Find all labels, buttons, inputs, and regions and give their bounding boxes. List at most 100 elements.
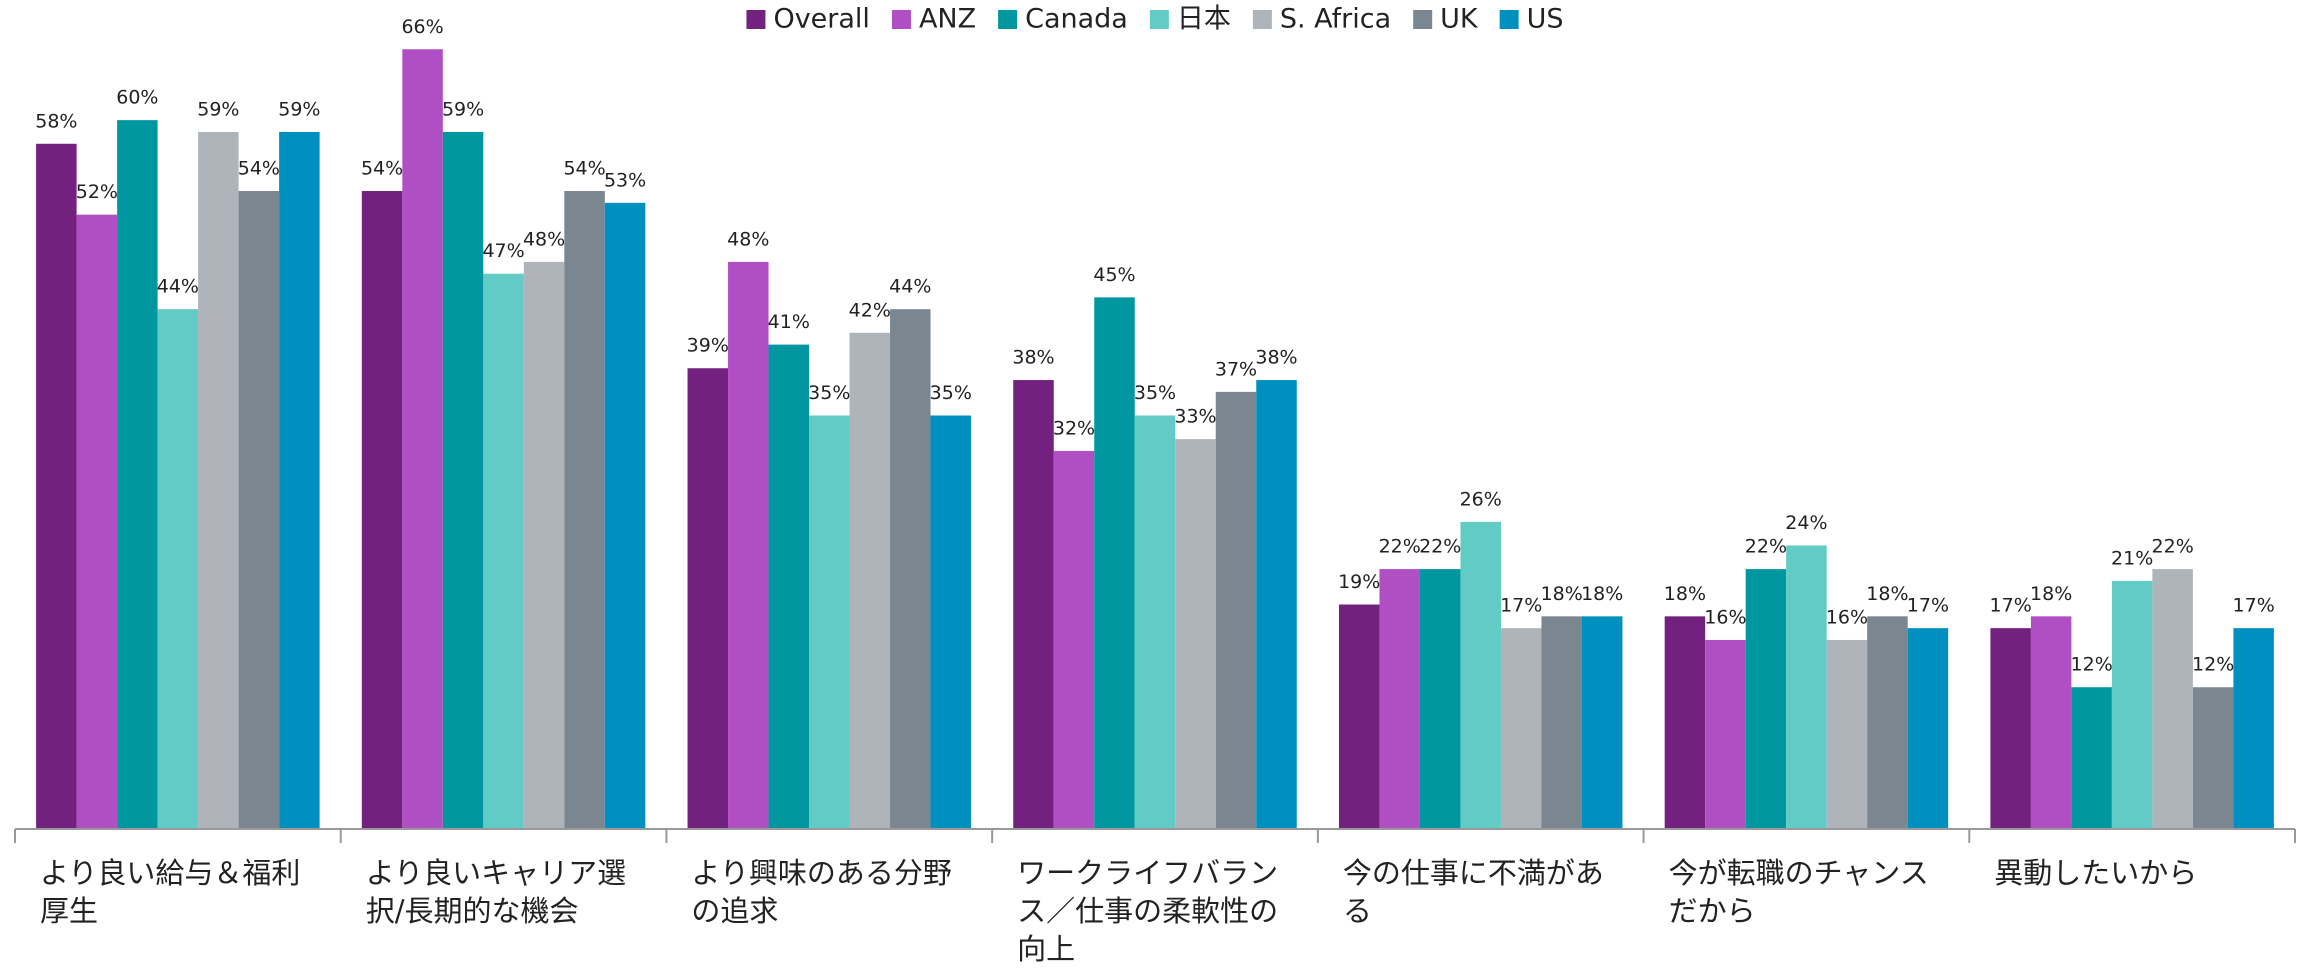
value-label: 18% bbox=[1581, 583, 1623, 605]
value-label: 22% bbox=[1419, 536, 1461, 558]
bar bbox=[2233, 628, 2274, 829]
value-label: 48% bbox=[727, 228, 769, 250]
value-label: 54% bbox=[563, 158, 605, 180]
bar bbox=[604, 202, 646, 830]
x-tick-label: より良いキャリア選択/長期的な機会 bbox=[365, 856, 627, 928]
legend-label: US bbox=[1527, 4, 1564, 35]
bar bbox=[930, 415, 972, 829]
bar bbox=[1134, 415, 1176, 829]
bar bbox=[1990, 628, 2031, 829]
value-label: 17% bbox=[1907, 595, 1949, 617]
bar bbox=[1094, 297, 1135, 829]
bar bbox=[361, 191, 403, 829]
value-label: 18% bbox=[1541, 583, 1583, 605]
value-label: 17% bbox=[1990, 595, 2032, 617]
value-label: 18% bbox=[1664, 583, 1706, 605]
bar bbox=[279, 131, 320, 829]
value-label: 37% bbox=[1215, 358, 1257, 380]
x-tick-label: より良い給与＆福利厚生 bbox=[40, 856, 301, 928]
value-label: 60% bbox=[116, 87, 158, 109]
value-label: 32% bbox=[1053, 417, 1095, 439]
value-label: 33% bbox=[1174, 406, 1216, 428]
bar bbox=[198, 131, 239, 829]
value-label: 24% bbox=[1785, 512, 1827, 534]
legend-label: Overall bbox=[773, 4, 870, 35]
bar bbox=[1460, 521, 1501, 829]
bar bbox=[1419, 569, 1461, 829]
value-label: 26% bbox=[1460, 488, 1502, 510]
bar bbox=[1215, 391, 1257, 829]
value-label: 44% bbox=[889, 276, 931, 298]
bar bbox=[768, 344, 810, 829]
bar bbox=[1379, 569, 1420, 829]
value-label: 44% bbox=[157, 276, 199, 298]
legend-swatch bbox=[1149, 10, 1169, 29]
bar bbox=[1338, 604, 1380, 829]
value-label: 58% bbox=[35, 110, 77, 132]
bar bbox=[117, 120, 158, 829]
legend-label: UK bbox=[1440, 4, 1479, 35]
legend-swatch bbox=[1499, 10, 1519, 29]
legend-swatch bbox=[1252, 10, 1272, 29]
bar bbox=[1053, 450, 1095, 829]
x-tick-label: より興味のある分野の追求 bbox=[691, 856, 952, 928]
bar bbox=[238, 191, 280, 829]
bar bbox=[2030, 616, 2072, 829]
bar bbox=[1581, 616, 1623, 829]
bar bbox=[1013, 380, 1054, 829]
x-tick-label: 今が転職のチャンスだから bbox=[1668, 856, 1929, 928]
value-label: 59% bbox=[442, 98, 484, 120]
legend-swatch bbox=[998, 10, 1018, 29]
value-label: 22% bbox=[1745, 536, 1787, 558]
bar bbox=[483, 273, 524, 829]
legend-swatch bbox=[1413, 10, 1433, 29]
bar bbox=[890, 309, 931, 830]
value-label: 21% bbox=[2111, 547, 2153, 569]
value-label: 54% bbox=[238, 158, 280, 180]
bar bbox=[76, 214, 118, 829]
x-tick-label: 今の仕事に不満がある bbox=[1342, 856, 1604, 928]
value-label: 18% bbox=[1866, 583, 1908, 605]
legend-swatch bbox=[746, 10, 766, 29]
bar bbox=[564, 191, 605, 829]
bar bbox=[728, 261, 769, 829]
value-label: 35% bbox=[1134, 382, 1176, 404]
value-label: 52% bbox=[76, 181, 118, 203]
bar bbox=[1826, 639, 1868, 829]
value-label: 17% bbox=[2233, 595, 2275, 617]
bar bbox=[2152, 569, 2193, 829]
bar bbox=[849, 332, 891, 829]
legend-swatch bbox=[891, 10, 911, 29]
value-label: 38% bbox=[1255, 347, 1297, 369]
bar bbox=[2111, 580, 2153, 829]
x-tick-label: 異動したいから bbox=[1994, 856, 2198, 890]
value-label: 22% bbox=[2152, 536, 2194, 558]
value-label: 35% bbox=[930, 382, 972, 404]
bar bbox=[1175, 439, 1216, 829]
value-label: 39% bbox=[687, 335, 729, 357]
legend-label: Canada bbox=[1025, 4, 1128, 35]
bar bbox=[1256, 380, 1297, 829]
bar bbox=[442, 131, 484, 829]
bar bbox=[2071, 687, 2112, 829]
value-label: 47% bbox=[482, 240, 524, 262]
bar bbox=[1705, 639, 1746, 829]
legend-label: ANZ bbox=[919, 4, 976, 35]
value-label: 41% bbox=[768, 311, 810, 333]
value-label: 19% bbox=[1338, 571, 1380, 593]
value-label: 59% bbox=[197, 98, 239, 120]
bar bbox=[1541, 616, 1582, 829]
value-label: 12% bbox=[2192, 654, 2234, 676]
value-label: 16% bbox=[1704, 606, 1746, 628]
legend-label: S. Africa bbox=[1280, 4, 1391, 35]
value-label: 45% bbox=[1093, 264, 1135, 286]
value-label: 48% bbox=[523, 228, 565, 250]
bar bbox=[687, 368, 729, 829]
bar bbox=[809, 415, 850, 829]
x-tick-label: ワークライフバランス／仕事の柔軟性の向上 bbox=[1017, 856, 1279, 966]
value-label: 22% bbox=[1379, 536, 1421, 558]
value-label: 16% bbox=[1826, 606, 1868, 628]
bar bbox=[1907, 628, 1949, 829]
